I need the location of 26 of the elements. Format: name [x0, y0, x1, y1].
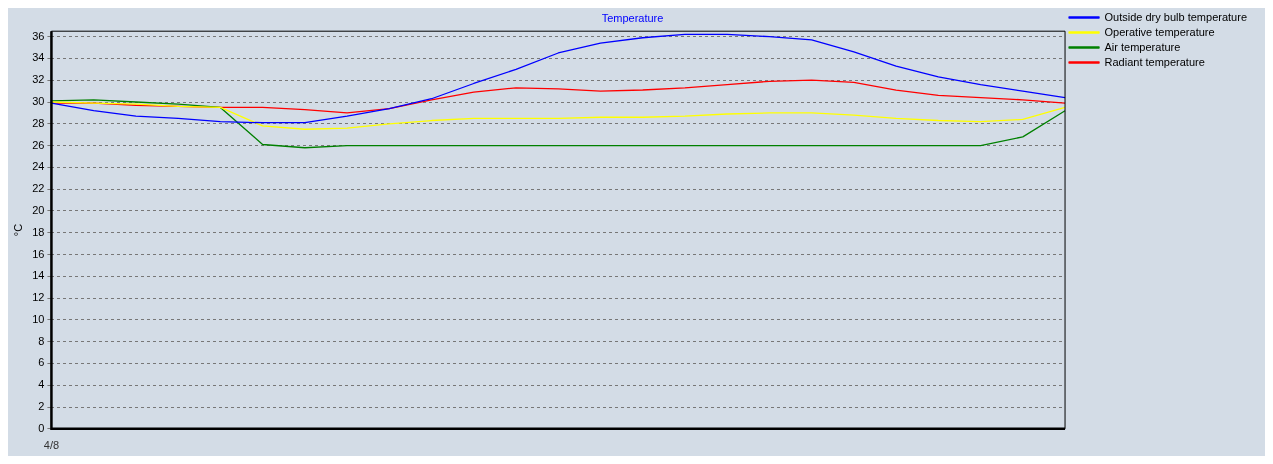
- y-tick-label: 24: [32, 160, 45, 173]
- legend-label: Outside dry bulb temperature: [1104, 10, 1248, 23]
- y-tick-label: 6: [38, 356, 45, 369]
- legend-label: Radiant temperature: [1104, 55, 1205, 68]
- y-tick-label: 16: [32, 247, 45, 260]
- y-tick-label: 36: [32, 29, 45, 42]
- y-tick-label: 2: [38, 400, 45, 413]
- y-tick-label: 34: [32, 51, 45, 64]
- legend-label: Air temperature: [1104, 40, 1181, 53]
- y-tick-label: 26: [32, 138, 45, 151]
- y-tick-label: 4: [38, 378, 45, 391]
- chart-title: Temperature: [601, 11, 664, 24]
- y-tick-label: 30: [32, 95, 45, 108]
- y-tick-label: 12: [32, 291, 45, 304]
- y-tick-label: 32: [32, 73, 45, 86]
- y-tick-label: 10: [32, 312, 45, 325]
- y-tick-label: 28: [32, 116, 45, 129]
- y-tick-label: 14: [32, 269, 45, 282]
- legend-label: Operative temperature: [1104, 25, 1215, 38]
- y-tick-label: 18: [32, 225, 45, 238]
- y-tick-label: 0: [38, 421, 45, 434]
- y-tick-label: 20: [32, 203, 45, 216]
- x-tick-label: 4/8: [43, 439, 60, 452]
- y-tick-label: 8: [38, 334, 45, 347]
- y-tick-label: 22: [32, 182, 45, 195]
- y-axis-title: °C: [11, 223, 24, 237]
